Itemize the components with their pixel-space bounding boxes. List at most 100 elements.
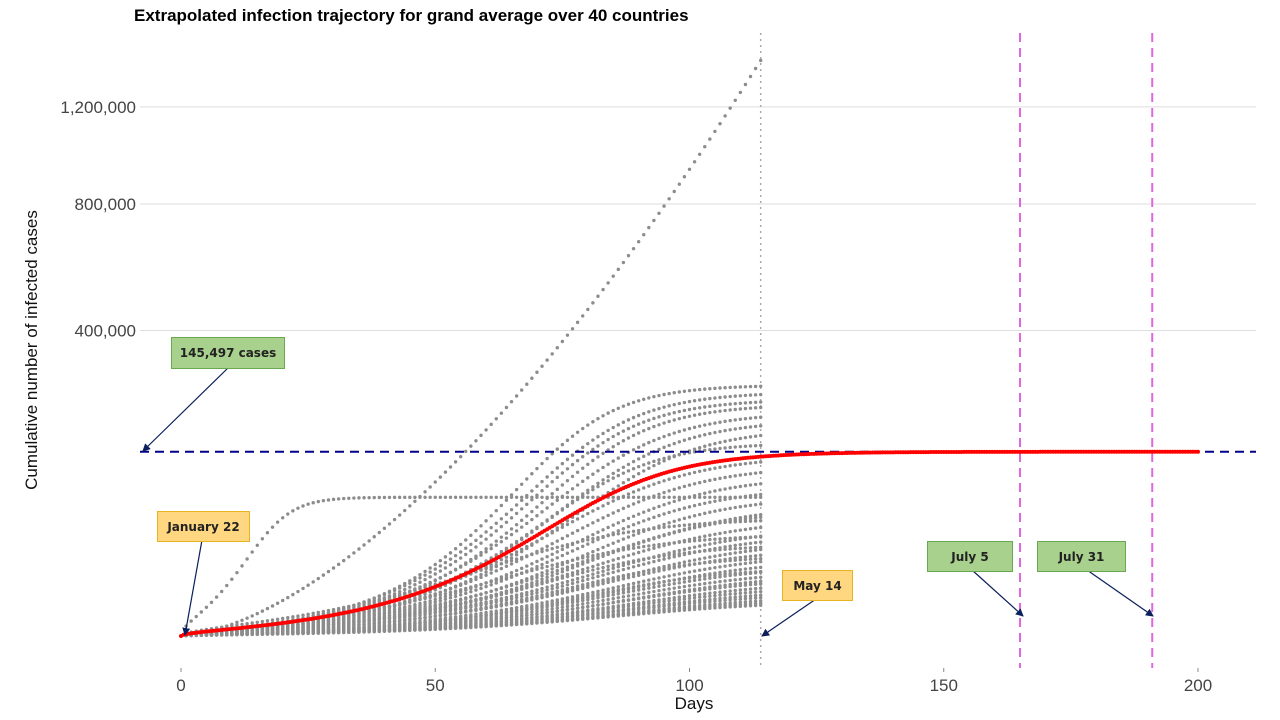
data-point: [708, 422, 712, 426]
data-point: [758, 535, 763, 539]
data-point: [636, 592, 641, 596]
data-point: [316, 576, 320, 581]
data-point: [743, 417, 748, 421]
data-point: [479, 586, 483, 591]
data-point: [413, 495, 417, 500]
data-point: [581, 526, 585, 530]
data-point: [611, 511, 615, 515]
data-point: [428, 615, 432, 619]
data-point: [596, 455, 600, 459]
data-point: [672, 552, 676, 557]
data-point: [575, 587, 580, 592]
data-point: [743, 587, 748, 592]
data-point: [713, 477, 717, 482]
data-point: [626, 418, 631, 422]
data-point: [499, 535, 504, 539]
data-point: [657, 415, 661, 419]
data-point: [631, 400, 636, 405]
data-point: [474, 625, 478, 629]
data-point: [321, 628, 326, 632]
data-point: [682, 584, 687, 589]
data-point: [565, 583, 570, 587]
data-point: [570, 487, 575, 491]
data-point: [545, 594, 549, 599]
data-point: [448, 590, 453, 595]
data-point: [403, 622, 407, 627]
data-point: [748, 527, 753, 531]
data-point: [591, 593, 595, 597]
data-point: [504, 573, 509, 577]
data-point: [316, 624, 320, 628]
data-point: [367, 602, 371, 607]
data-point: [733, 591, 737, 596]
data-point: [413, 628, 417, 632]
data-point: [652, 424, 656, 429]
data-point: [662, 421, 666, 425]
data-point: [626, 462, 631, 467]
data-point: [555, 556, 559, 560]
data-point: [672, 431, 676, 435]
data-point: [606, 580, 610, 585]
data-point: [255, 543, 259, 547]
data-point: [611, 601, 615, 605]
data-point: [433, 597, 437, 602]
data-point: [311, 628, 315, 633]
data-point: [596, 518, 600, 523]
data-point: [738, 588, 743, 592]
data-point: [667, 443, 671, 448]
data-point: [621, 561, 626, 565]
data-point: [753, 516, 758, 520]
data-point: [423, 490, 427, 494]
data-point: [514, 503, 519, 507]
data-point: [738, 571, 743, 575]
data-point: [621, 537, 626, 541]
data-point: [514, 568, 519, 573]
data-point: [692, 545, 697, 549]
data-point: [321, 609, 326, 614]
data-point: [535, 606, 539, 611]
data-point: [525, 514, 529, 518]
data-point: [697, 424, 702, 428]
data-point: [652, 555, 656, 560]
data-point: [296, 614, 300, 618]
data-point: [708, 591, 712, 595]
data-point: [626, 535, 631, 539]
data-point: [438, 593, 443, 597]
data-point: [509, 590, 514, 594]
data-point: [621, 531, 626, 535]
data-point: [611, 408, 615, 413]
data-point: [606, 533, 610, 538]
data-point: [438, 596, 443, 600]
data-point: [494, 508, 498, 513]
data-point: [550, 570, 554, 575]
data-point: [514, 622, 519, 627]
data-point: [733, 418, 737, 422]
data-point: [753, 582, 758, 586]
data-point: [545, 358, 549, 362]
data-point: [606, 474, 610, 479]
data-point: [535, 597, 539, 601]
data-point: [479, 582, 483, 587]
data-point: [652, 394, 656, 399]
data-point: [667, 495, 671, 499]
x-tick-label: 0: [176, 676, 185, 695]
data-point: [357, 496, 361, 500]
data-point: [758, 482, 763, 486]
data-point: [286, 595, 290, 600]
data-point: [611, 558, 615, 562]
data-point: [748, 535, 753, 539]
data-point: [464, 609, 468, 613]
data-point: [591, 472, 595, 476]
data-point: [601, 602, 605, 607]
data-point: [713, 590, 717, 595]
data-point: [540, 461, 544, 466]
data-point: [494, 603, 498, 607]
data-point: [575, 569, 580, 573]
data-point: [738, 426, 743, 430]
data-point: [611, 274, 615, 278]
data-point: [687, 559, 692, 563]
data-point: [748, 472, 753, 476]
data-point: [647, 517, 651, 521]
data-point: [372, 625, 376, 629]
data-point: [713, 421, 717, 425]
